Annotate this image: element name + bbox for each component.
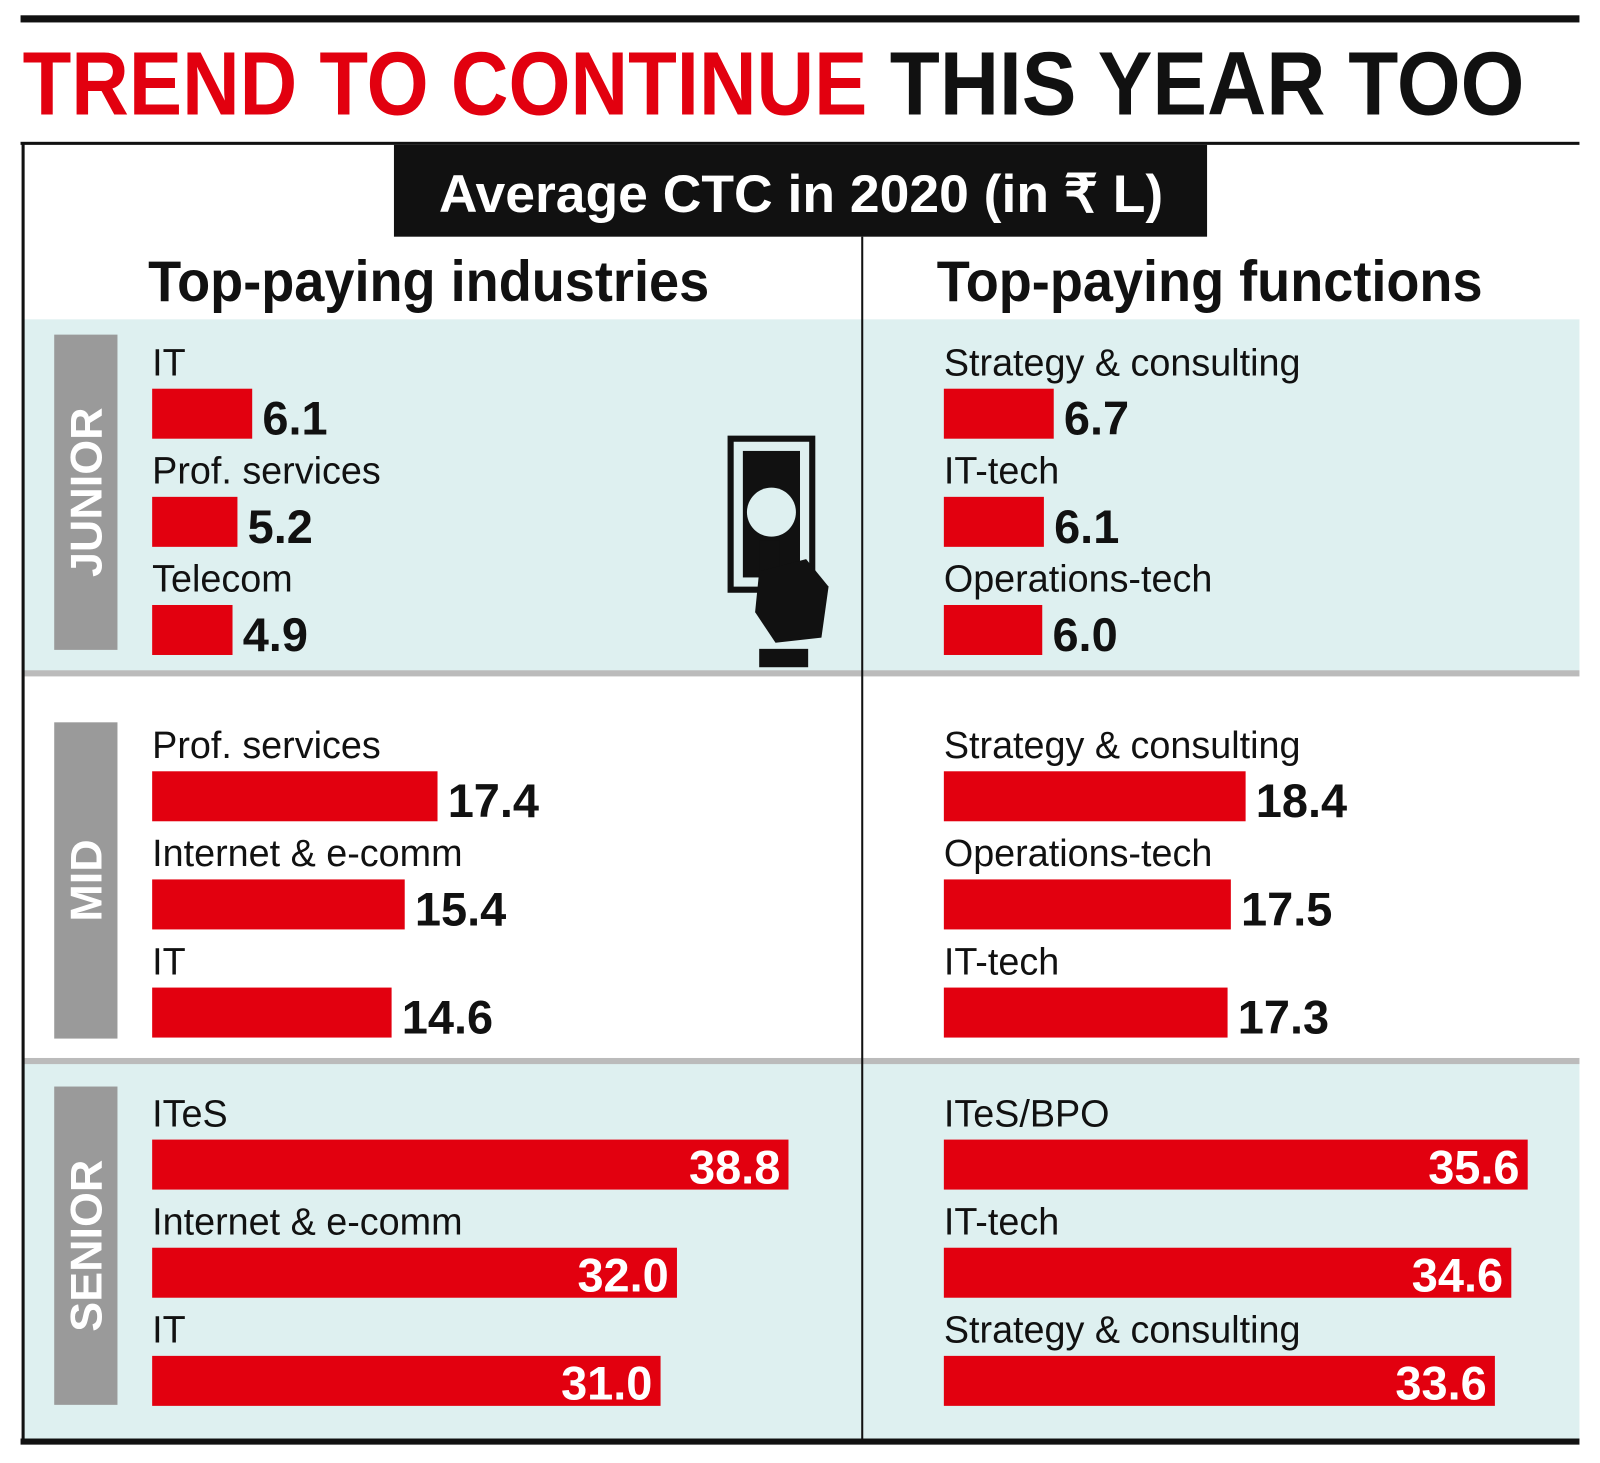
value-label: 17.3 [1238, 991, 1329, 1043]
level-box [54, 1086, 118, 1405]
value-label: 15.4 [415, 883, 506, 935]
title-highlight: TREND TO CONTINUE [23, 34, 868, 134]
column-header: Top-paying functions [937, 250, 1483, 314]
category-label: IT-tech [944, 940, 1059, 982]
bar [943, 496, 1044, 547]
bar [152, 604, 233, 655]
value-label: 6.0 [1052, 609, 1117, 661]
value-label: 4.9 [243, 609, 308, 661]
value-label: 17.5 [1241, 883, 1332, 935]
category-label: Strategy & consulting [944, 1309, 1301, 1351]
value-label: 5.2 [248, 501, 313, 553]
value-label: 17.4 [448, 775, 539, 827]
bar [152, 496, 238, 547]
category-label: Operations-tech [944, 832, 1212, 874]
level-label: JUNIOR [60, 407, 111, 577]
category-label: Internet & e-comm [152, 1200, 462, 1242]
bar [152, 987, 392, 1038]
category-label: IT-tech [944, 1200, 1059, 1242]
category-label: IT-tech [944, 450, 1059, 492]
category-label: Operations-tech [944, 558, 1212, 600]
bar [943, 1355, 1495, 1406]
value-label: 34.6 [1412, 1250, 1503, 1302]
category-label: ITeS/BPO [944, 1092, 1110, 1134]
value-label: 18.4 [1256, 775, 1347, 827]
category-label: IT [152, 940, 186, 982]
value-label: 31.0 [561, 1358, 652, 1410]
bar [943, 388, 1054, 439]
band-separator [22, 1057, 1580, 1065]
value-label: 32.0 [577, 1250, 668, 1302]
category-label: IT [152, 341, 186, 383]
title-rest: THIS YEAR TOO [890, 34, 1525, 134]
bottom-rule [20, 1438, 1580, 1445]
band-separator [22, 670, 1580, 677]
bar [943, 879, 1231, 930]
category-label: Strategy & consulting [944, 724, 1301, 766]
title-rule [20, 141, 1580, 145]
bar [152, 879, 405, 930]
value-label: 6.1 [262, 393, 327, 445]
column-header: Top-paying industries [148, 250, 709, 314]
level-box [54, 334, 118, 650]
bar [152, 1247, 677, 1298]
value-label: 33.6 [1395, 1358, 1486, 1410]
value-label: 6.7 [1064, 393, 1129, 445]
frame-left [21, 142, 25, 1441]
subtitle: Average CTC in 2020 (in ₹ L) [439, 165, 1163, 224]
level-label: SENIOR [60, 1160, 111, 1332]
column-divider [861, 236, 864, 1441]
category-label: Prof. services [152, 450, 381, 492]
value-label: 35.6 [1428, 1141, 1519, 1193]
bar [943, 1247, 1512, 1298]
category-label: ITeS [152, 1092, 228, 1134]
bar [943, 1139, 1528, 1190]
category-label: Telecom [152, 558, 293, 600]
subtitle-box [393, 144, 1208, 237]
level-label: MID [60, 839, 111, 921]
category-label: Internet & e-comm [152, 832, 462, 874]
bar [152, 388, 253, 439]
value-label: 38.8 [689, 1141, 780, 1193]
money-icon [727, 435, 829, 668]
bar [152, 771, 438, 822]
value-label: 6.1 [1054, 501, 1119, 553]
bar [943, 987, 1228, 1038]
bar [152, 1355, 661, 1406]
category-label: Prof. services [152, 724, 381, 766]
value-label: 14.6 [402, 991, 493, 1043]
bar [943, 604, 1043, 655]
category-label: IT [152, 1309, 186, 1351]
top-rule [20, 15, 1580, 23]
category-label: Strategy & consulting [944, 341, 1301, 383]
level-box [54, 722, 118, 1039]
bar [943, 771, 1246, 822]
bar [152, 1139, 789, 1190]
